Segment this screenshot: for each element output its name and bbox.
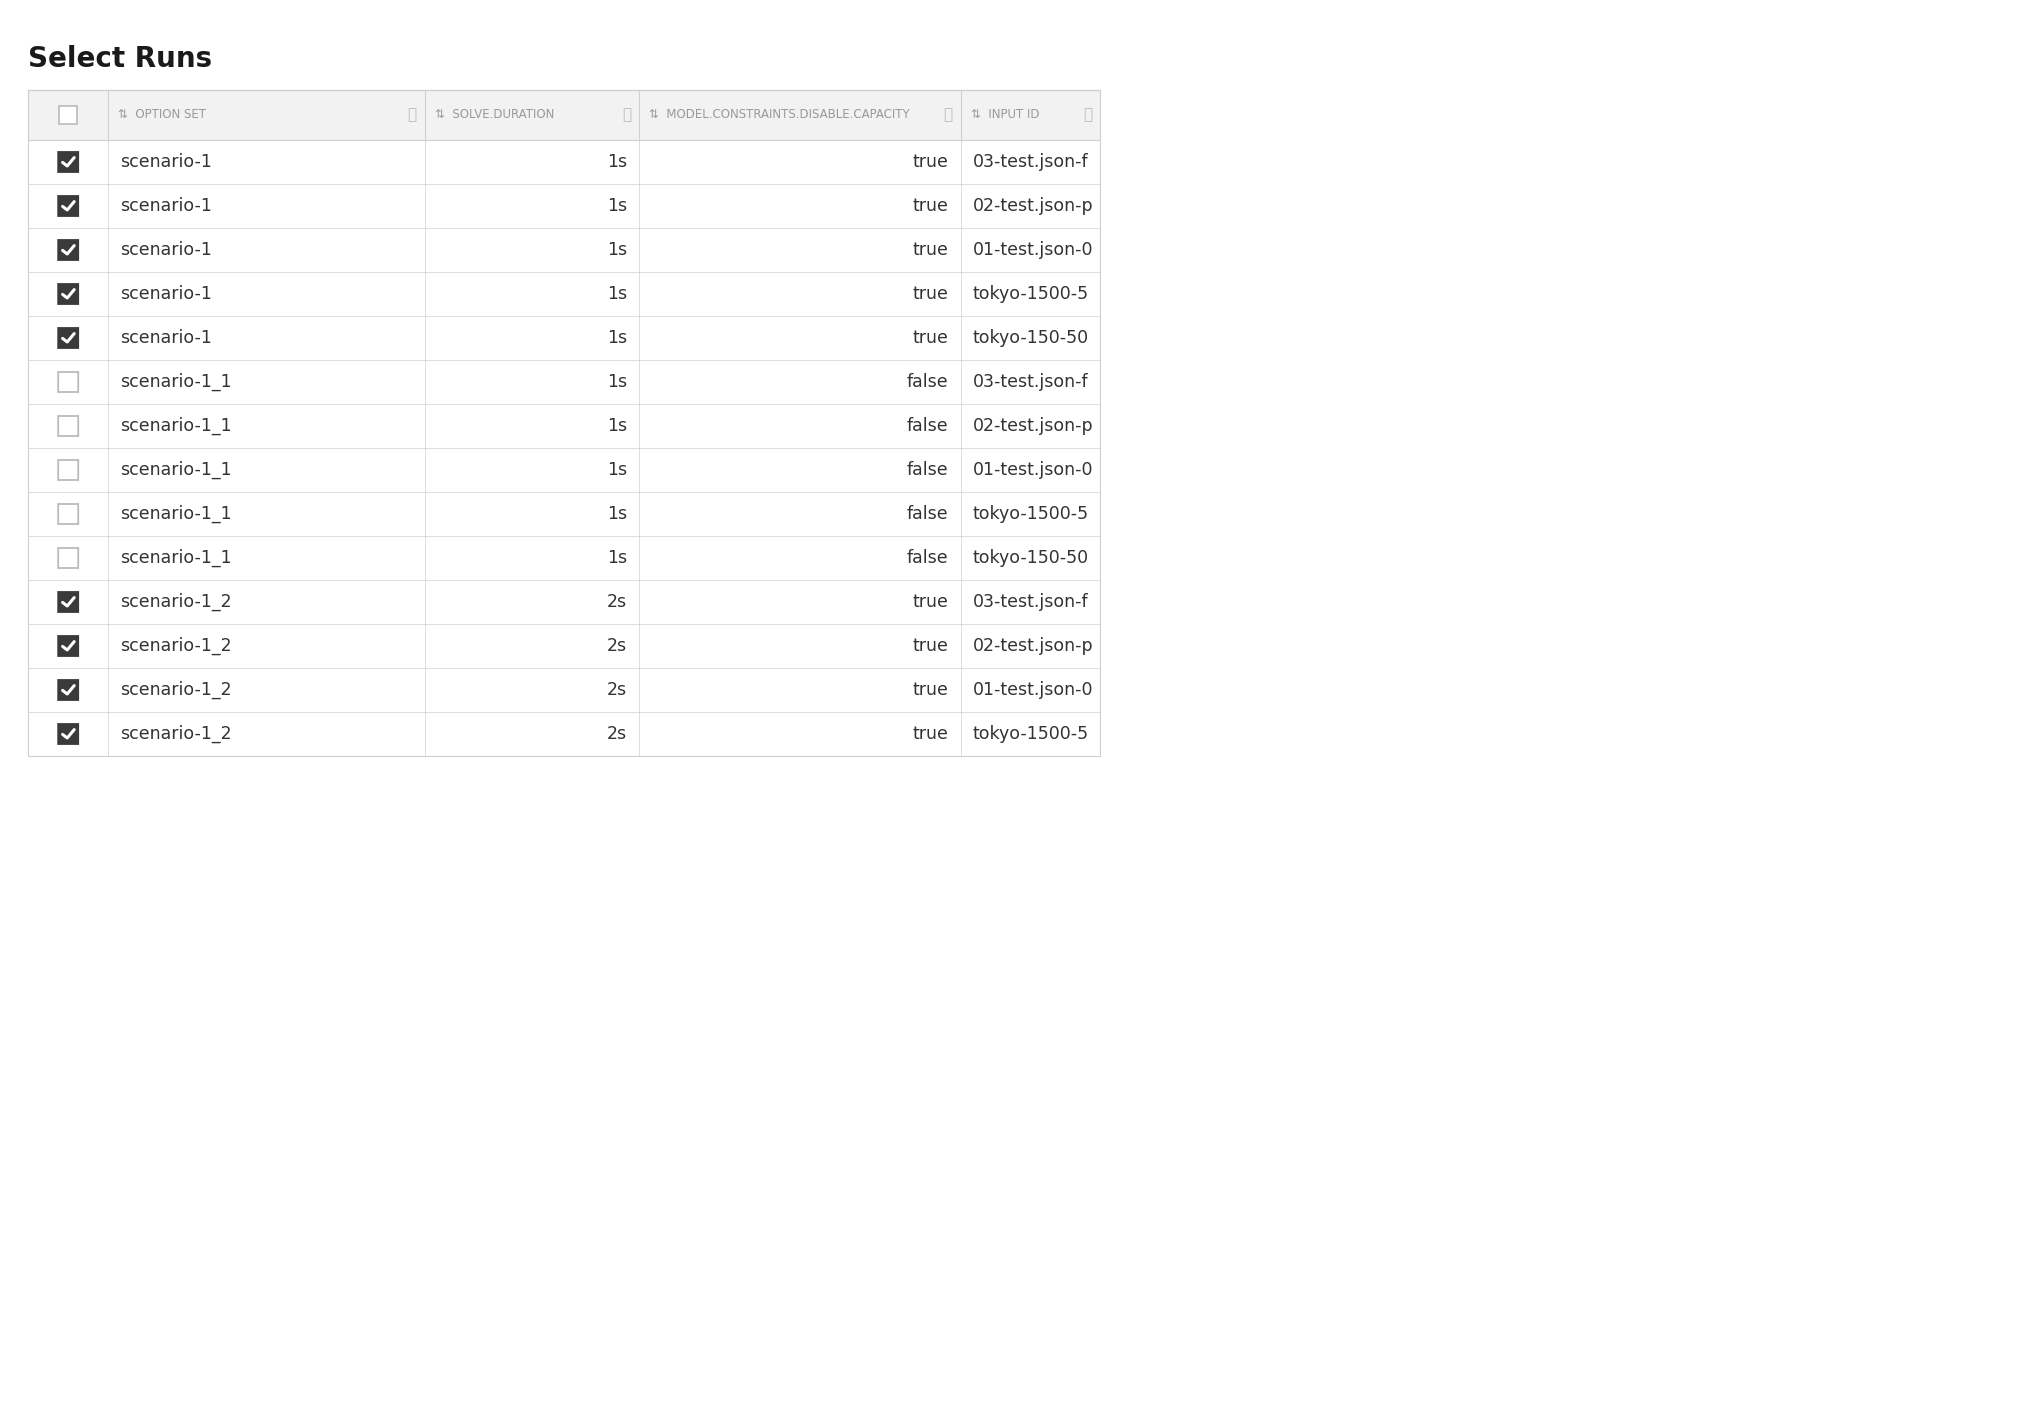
Text: 02-test.json-p: 02-test.json-p	[973, 636, 1093, 655]
FancyBboxPatch shape	[59, 504, 77, 524]
FancyBboxPatch shape	[59, 106, 77, 124]
Text: tokyo-1500-5: tokyo-1500-5	[973, 725, 1089, 743]
FancyBboxPatch shape	[59, 196, 77, 215]
Text: scenario-1_1: scenario-1_1	[120, 373, 232, 391]
Text: 2s: 2s	[608, 725, 626, 743]
Text: 2s: 2s	[608, 593, 626, 611]
Text: true: true	[911, 681, 948, 698]
Text: 1s: 1s	[608, 460, 626, 479]
Text: ⇅  MODEL.CONSTRAINTS.DISABLE.CAPACITY: ⇅ MODEL.CONSTRAINTS.DISABLE.CAPACITY	[648, 108, 909, 121]
Text: tokyo-1500-5: tokyo-1500-5	[973, 505, 1089, 522]
Text: true: true	[911, 725, 948, 743]
Text: true: true	[911, 241, 948, 259]
Text: scenario-1_2: scenario-1_2	[120, 725, 232, 743]
Text: 2s: 2s	[608, 681, 626, 698]
FancyBboxPatch shape	[29, 139, 1099, 184]
Text: tokyo-150-50: tokyo-150-50	[973, 329, 1089, 346]
Text: 1s: 1s	[608, 417, 626, 435]
Text: 03-test.json-f: 03-test.json-f	[973, 593, 1087, 611]
FancyBboxPatch shape	[59, 415, 77, 436]
Text: true: true	[911, 636, 948, 655]
Text: 1s: 1s	[608, 284, 626, 303]
Text: 01-test.json-0: 01-test.json-0	[973, 460, 1093, 479]
Text: scenario-1: scenario-1	[120, 329, 212, 346]
Text: 01-test.json-0: 01-test.json-0	[973, 241, 1093, 259]
FancyBboxPatch shape	[29, 272, 1099, 315]
Text: scenario-1_1: scenario-1_1	[120, 417, 232, 435]
Text: 02-test.json-p: 02-test.json-p	[973, 197, 1093, 215]
Text: 03-test.json-f: 03-test.json-f	[973, 153, 1087, 170]
FancyBboxPatch shape	[59, 591, 77, 612]
Text: ⌕: ⌕	[408, 107, 416, 122]
Text: true: true	[911, 284, 948, 303]
Text: scenario-1_1: scenario-1_1	[120, 505, 232, 524]
FancyBboxPatch shape	[59, 284, 77, 304]
Text: 03-test.json-f: 03-test.json-f	[973, 373, 1087, 391]
FancyBboxPatch shape	[29, 491, 1099, 536]
Text: 1s: 1s	[608, 505, 626, 522]
Text: true: true	[911, 197, 948, 215]
Text: false: false	[907, 460, 948, 479]
Text: 1s: 1s	[608, 373, 626, 391]
Text: true: true	[911, 329, 948, 346]
FancyBboxPatch shape	[29, 90, 1099, 139]
Text: 1s: 1s	[608, 153, 626, 170]
FancyBboxPatch shape	[59, 328, 77, 348]
Text: true: true	[911, 153, 948, 170]
Text: 01-test.json-0: 01-test.json-0	[973, 681, 1093, 698]
Text: false: false	[907, 373, 948, 391]
Text: ⌕: ⌕	[1083, 107, 1091, 122]
Text: 1s: 1s	[608, 241, 626, 259]
FancyBboxPatch shape	[59, 680, 77, 700]
FancyBboxPatch shape	[29, 712, 1099, 756]
FancyBboxPatch shape	[29, 448, 1099, 491]
Text: 2s: 2s	[608, 636, 626, 655]
FancyBboxPatch shape	[59, 239, 77, 260]
Text: 1s: 1s	[608, 197, 626, 215]
FancyBboxPatch shape	[29, 404, 1099, 448]
FancyBboxPatch shape	[29, 184, 1099, 228]
FancyBboxPatch shape	[29, 536, 1099, 580]
Text: false: false	[907, 549, 948, 567]
Text: ⌕: ⌕	[944, 107, 952, 122]
Text: scenario-1_1: scenario-1_1	[120, 549, 232, 567]
Text: 02-test.json-p: 02-test.json-p	[973, 417, 1093, 435]
Text: scenario-1_2: scenario-1_2	[120, 681, 232, 700]
FancyBboxPatch shape	[29, 580, 1099, 624]
FancyBboxPatch shape	[29, 315, 1099, 360]
FancyBboxPatch shape	[59, 724, 77, 743]
Text: scenario-1_1: scenario-1_1	[120, 460, 232, 479]
Text: scenario-1: scenario-1	[120, 241, 212, 259]
FancyBboxPatch shape	[59, 372, 77, 391]
Text: true: true	[911, 593, 948, 611]
Text: ⇅  SOLVE.DURATION: ⇅ SOLVE.DURATION	[434, 108, 555, 121]
FancyBboxPatch shape	[29, 667, 1099, 712]
Text: scenario-1: scenario-1	[120, 197, 212, 215]
Text: ⇅  INPUT ID: ⇅ INPUT ID	[971, 108, 1038, 121]
FancyBboxPatch shape	[59, 460, 77, 480]
Text: tokyo-1500-5: tokyo-1500-5	[973, 284, 1089, 303]
Text: Select Runs: Select Runs	[29, 45, 212, 73]
Text: false: false	[907, 417, 948, 435]
Text: 1s: 1s	[608, 549, 626, 567]
FancyBboxPatch shape	[29, 360, 1099, 404]
Text: scenario-1: scenario-1	[120, 284, 212, 303]
FancyBboxPatch shape	[59, 152, 77, 172]
Text: ⌕: ⌕	[622, 107, 630, 122]
FancyBboxPatch shape	[59, 636, 77, 656]
Text: ⇅  OPTION SET: ⇅ OPTION SET	[118, 108, 206, 121]
Text: scenario-1_2: scenario-1_2	[120, 636, 232, 655]
FancyBboxPatch shape	[59, 548, 77, 567]
Text: tokyo-150-50: tokyo-150-50	[973, 549, 1089, 567]
Text: scenario-1_2: scenario-1_2	[120, 593, 232, 611]
FancyBboxPatch shape	[29, 624, 1099, 667]
Text: false: false	[907, 505, 948, 522]
FancyBboxPatch shape	[29, 228, 1099, 272]
Text: scenario-1: scenario-1	[120, 153, 212, 170]
Text: 1s: 1s	[608, 329, 626, 346]
